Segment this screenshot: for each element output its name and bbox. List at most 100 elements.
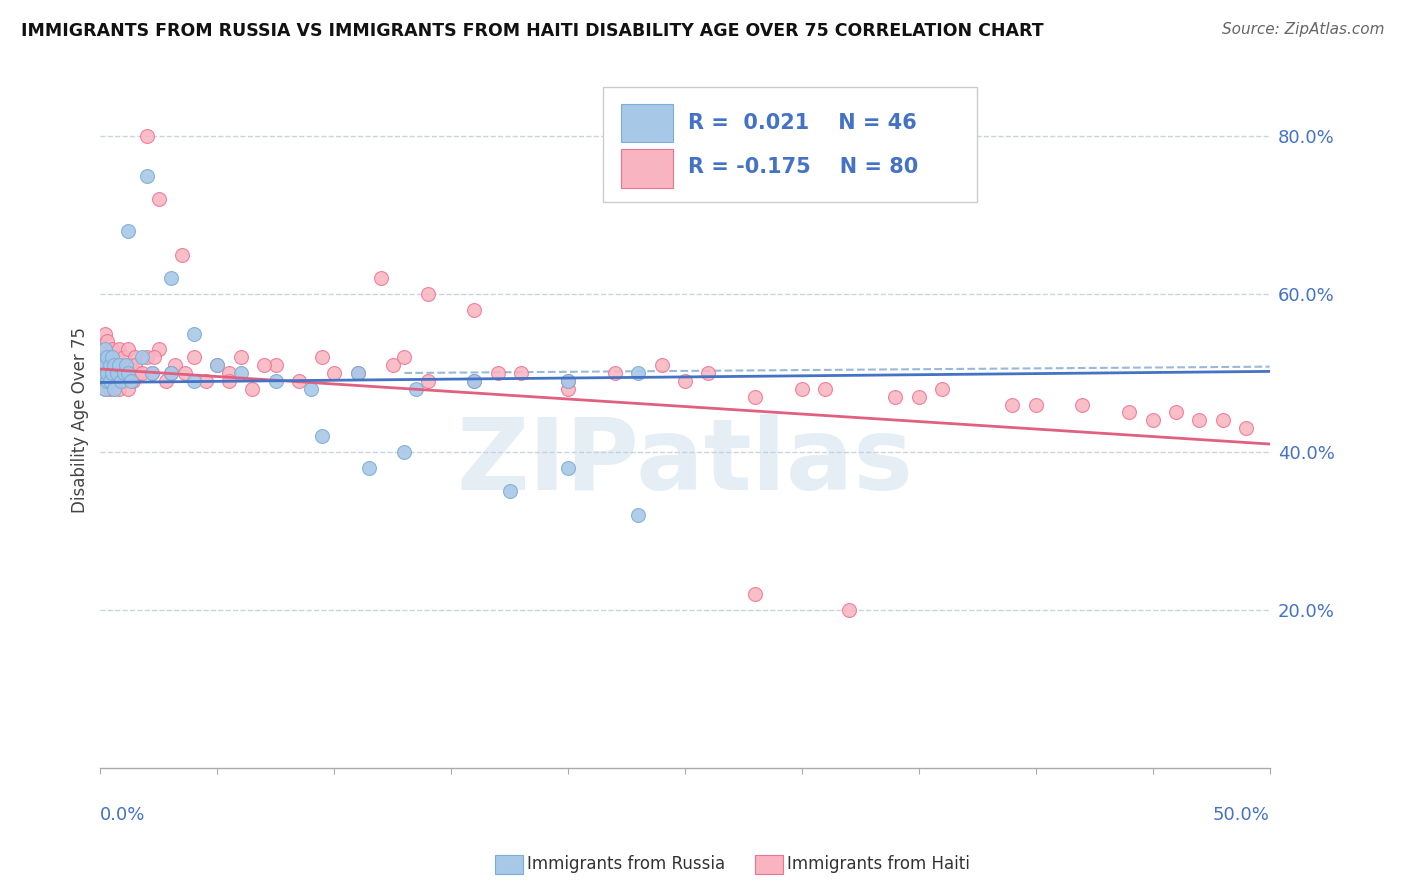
Y-axis label: Disability Age Over 75: Disability Age Over 75 [72, 327, 89, 513]
Point [463, 374, 485, 388]
Point [127, 366, 149, 380]
Point [253, 358, 276, 372]
Point [91, 366, 114, 380]
FancyBboxPatch shape [620, 149, 673, 187]
Point [1001, 398, 1024, 412]
Point [218, 366, 240, 380]
Point [744, 587, 766, 601]
Text: 0.0%: 0.0% [100, 805, 146, 824]
Point [557, 460, 579, 475]
Point [165, 358, 187, 372]
Point [1164, 405, 1187, 419]
Point [103, 382, 125, 396]
Point [141, 366, 163, 380]
Text: IMMIGRANTS FROM RUSSIA VS IMMIGRANTS FROM HAITI DISABILITY AGE OVER 75 CORRELATI: IMMIGRANTS FROM RUSSIA VS IMMIGRANTS FRO… [21, 22, 1043, 40]
Point [183, 326, 205, 341]
Point [311, 350, 333, 364]
Point [1142, 413, 1164, 427]
Point [91, 343, 114, 357]
Point [136, 350, 159, 364]
Point [115, 358, 138, 372]
Point [159, 271, 181, 285]
Point [229, 350, 252, 364]
Point [112, 366, 135, 380]
Point [381, 358, 404, 372]
Point [1188, 413, 1211, 427]
Text: Immigrants from Haiti: Immigrants from Haiti [787, 855, 970, 873]
Point [1118, 405, 1140, 419]
Point [91, 350, 114, 364]
Point [838, 603, 860, 617]
Point [207, 358, 229, 372]
Point [131, 366, 153, 380]
Point [183, 374, 205, 388]
Point [194, 374, 217, 388]
Point [136, 129, 159, 144]
Point [96, 334, 118, 349]
Point [1212, 413, 1234, 427]
Point [96, 358, 118, 372]
Point [299, 382, 322, 396]
FancyBboxPatch shape [603, 87, 977, 202]
Point [98, 350, 121, 364]
Point [323, 366, 346, 380]
Point [98, 358, 121, 372]
Point [814, 382, 837, 396]
Point [173, 366, 195, 380]
Text: 50.0%: 50.0% [1213, 805, 1270, 824]
Point [463, 374, 485, 388]
Text: R =  0.021    N = 46: R = 0.021 N = 46 [689, 113, 917, 133]
Point [115, 366, 138, 380]
Point [131, 350, 153, 364]
Point [1071, 398, 1094, 412]
Point [510, 366, 533, 380]
Point [117, 224, 139, 238]
Text: Source: ZipAtlas.com: Source: ZipAtlas.com [1222, 22, 1385, 37]
Point [240, 382, 263, 396]
Point [1025, 398, 1047, 412]
Point [264, 374, 287, 388]
Point [405, 382, 427, 396]
Point [884, 390, 907, 404]
Point [931, 382, 953, 396]
Point [143, 350, 166, 364]
Point [148, 343, 170, 357]
Point [94, 343, 117, 357]
Point [172, 247, 194, 261]
Point [110, 358, 132, 372]
Point [463, 302, 485, 317]
Point [311, 429, 333, 443]
Point [359, 460, 381, 475]
Point [94, 350, 117, 364]
Point [744, 390, 766, 404]
Point [117, 343, 139, 357]
Point [264, 358, 287, 372]
Point [94, 358, 117, 372]
Point [697, 366, 720, 380]
Point [627, 508, 650, 522]
Point [183, 350, 205, 364]
Point [673, 374, 696, 388]
Point [94, 382, 117, 396]
Point [159, 366, 181, 380]
Point [117, 382, 139, 396]
Point [218, 374, 240, 388]
FancyBboxPatch shape [620, 104, 673, 143]
Point [112, 374, 135, 388]
Point [394, 445, 416, 459]
Point [103, 358, 125, 372]
Point [346, 366, 368, 380]
Point [96, 350, 118, 364]
Point [94, 326, 117, 341]
Point [394, 350, 416, 364]
Point [136, 169, 159, 183]
Point [110, 374, 132, 388]
Point [101, 350, 124, 364]
Text: R = -0.175    N = 80: R = -0.175 N = 80 [689, 157, 918, 177]
Point [98, 382, 121, 396]
Text: Immigrants from Russia: Immigrants from Russia [527, 855, 725, 873]
Point [101, 366, 124, 380]
Point [498, 484, 520, 499]
Point [141, 366, 163, 380]
Point [603, 366, 626, 380]
